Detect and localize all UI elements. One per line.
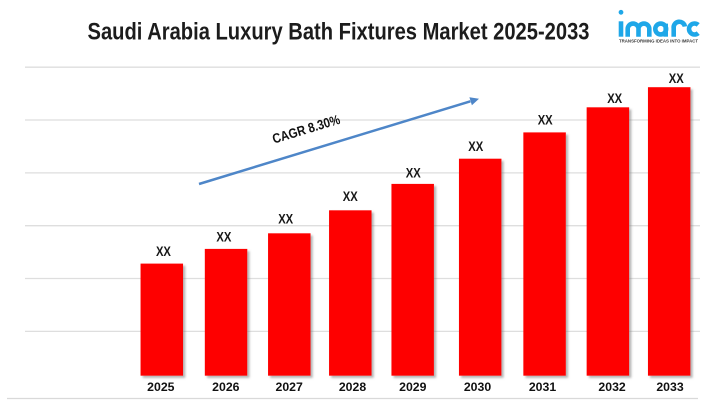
svg-text:XX: XX: [406, 165, 421, 180]
svg-text:2029: 2029: [399, 380, 427, 394]
svg-text:XX: XX: [343, 189, 358, 204]
svg-text:XX: XX: [278, 211, 293, 226]
svg-text:Saudi Arabia Luxury Bath Fixtu: Saudi Arabia Luxury Bath Fixtures Market…: [88, 19, 590, 46]
svg-text:2027: 2027: [276, 380, 304, 394]
svg-text:2030: 2030: [464, 380, 492, 394]
svg-text:2033: 2033: [656, 380, 684, 394]
svg-text:XX: XX: [156, 244, 171, 259]
svg-text:2028: 2028: [339, 380, 367, 394]
svg-text:XX: XX: [468, 139, 483, 154]
svg-text:TRANSFORMING IDEAS INTO IMPACT: TRANSFORMING IDEAS INTO IMPACT: [619, 39, 698, 44]
svg-text:2032: 2032: [598, 380, 626, 394]
svg-text:XX: XX: [216, 230, 231, 245]
svg-text:XX: XX: [538, 113, 553, 128]
svg-text:XX: XX: [669, 71, 684, 86]
svg-text:XX: XX: [607, 91, 622, 106]
svg-text:2031: 2031: [529, 380, 557, 394]
svg-text:2026: 2026: [212, 380, 240, 394]
svg-text:2025: 2025: [147, 380, 175, 394]
